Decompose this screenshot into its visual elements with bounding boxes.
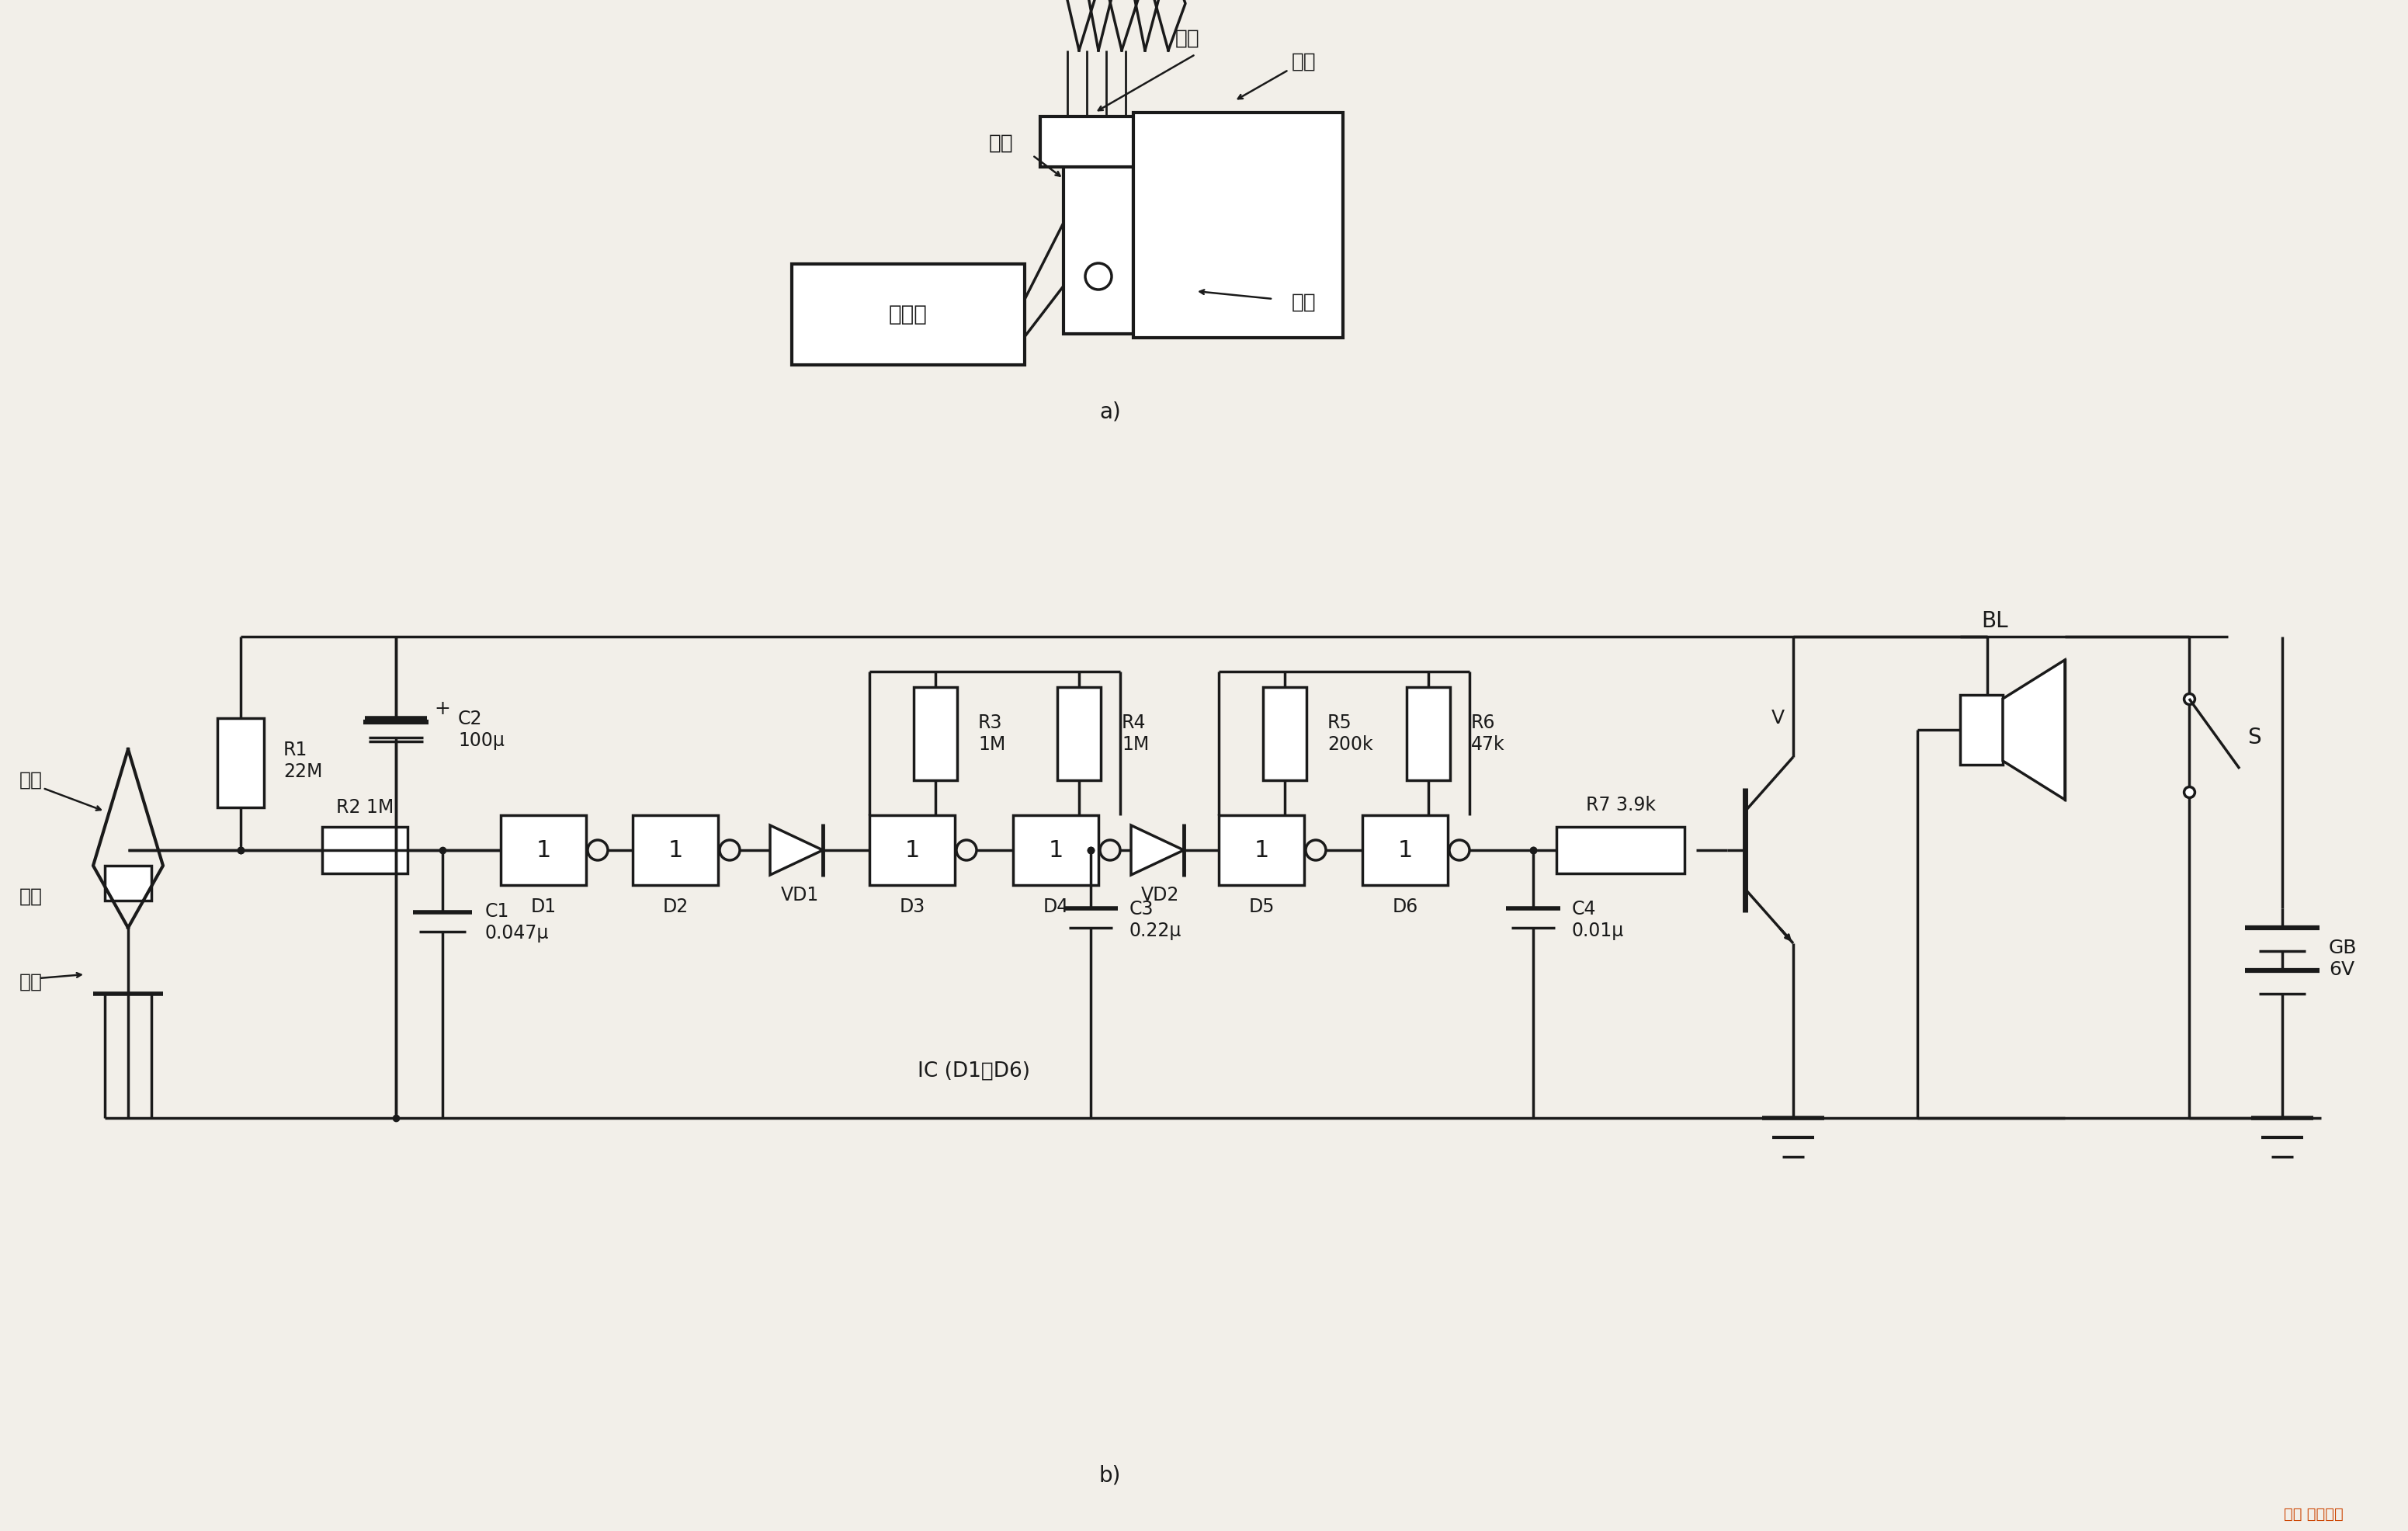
Text: VD2: VD2 [1141,886,1180,905]
Polygon shape [1132,825,1185,876]
Bar [1057,687,1100,781]
Bar [913,687,956,781]
Bar [1014,814,1098,885]
Text: a): a) [1100,401,1120,423]
Text: 1: 1 [1255,839,1269,862]
Text: 錯庫 電子市場: 錯庫 電子市場 [2283,1507,2343,1522]
Bar [106,865,152,900]
Polygon shape [771,825,824,876]
Text: 1: 1 [1397,839,1413,862]
Bar [792,263,1026,364]
Text: S: S [2247,727,2261,749]
Text: R5
200k: R5 200k [1327,713,1373,753]
Text: 灰头: 灰头 [1291,292,1317,312]
Text: 报警器: 报警器 [889,303,927,325]
Text: C1
0.047μ: C1 0.047μ [484,902,549,943]
Text: 探针: 探针 [19,888,43,906]
Text: VD1: VD1 [780,886,819,905]
Bar [1264,687,1308,781]
Text: b): b) [1098,1464,1122,1487]
Text: 灰头: 灰头 [19,972,43,992]
Text: 1: 1 [667,839,684,862]
Bar [1040,116,1161,167]
Text: R1
22M: R1 22M [284,741,323,781]
Bar [1960,695,2003,764]
Text: 1: 1 [1047,839,1064,862]
Bar [1064,162,1134,334]
Bar [501,814,585,885]
Text: C3
0.22μ: C3 0.22μ [1129,900,1182,940]
Text: D4: D4 [1043,897,1069,916]
Bar [1363,814,1447,885]
Text: R7 3.9k: R7 3.9k [1587,796,1657,814]
Bar [217,718,265,807]
Bar [869,814,956,885]
Text: GB
6V: GB 6V [2329,939,2357,978]
Text: D5: D5 [1247,897,1274,916]
Text: 火焰: 火焰 [19,772,43,790]
Bar [1218,814,1305,885]
Bar [1556,827,1686,873]
Text: R4
1M: R4 1M [1122,713,1149,753]
Text: D6: D6 [1392,897,1418,916]
Text: R2 1M: R2 1M [337,798,393,816]
Text: 1: 1 [905,839,920,862]
Text: 1: 1 [537,839,551,862]
Text: R3
1M: R3 1M [978,713,1007,753]
Text: C4
0.01μ: C4 0.01μ [1572,900,1623,940]
Text: 火焰: 火焰 [1291,52,1317,72]
Bar [1406,687,1450,781]
Text: D1: D1 [530,897,556,916]
Text: IC (D1～D6): IC (D1～D6) [917,1061,1031,1081]
Text: C2
100μ: C2 100μ [458,710,506,750]
Text: +: + [433,700,450,718]
Text: 探针: 探针 [1175,29,1199,49]
Polygon shape [2003,660,2066,799]
Bar [1134,113,1344,338]
Bar [323,827,407,873]
Text: D2: D2 [662,897,689,916]
Text: R6
47k: R6 47k [1471,713,1505,753]
Text: D3: D3 [898,897,925,916]
Text: 瓷管: 瓷管 [990,133,1014,153]
Text: BL: BL [1982,611,2008,632]
Bar [633,814,718,885]
Text: V: V [1770,709,1784,727]
